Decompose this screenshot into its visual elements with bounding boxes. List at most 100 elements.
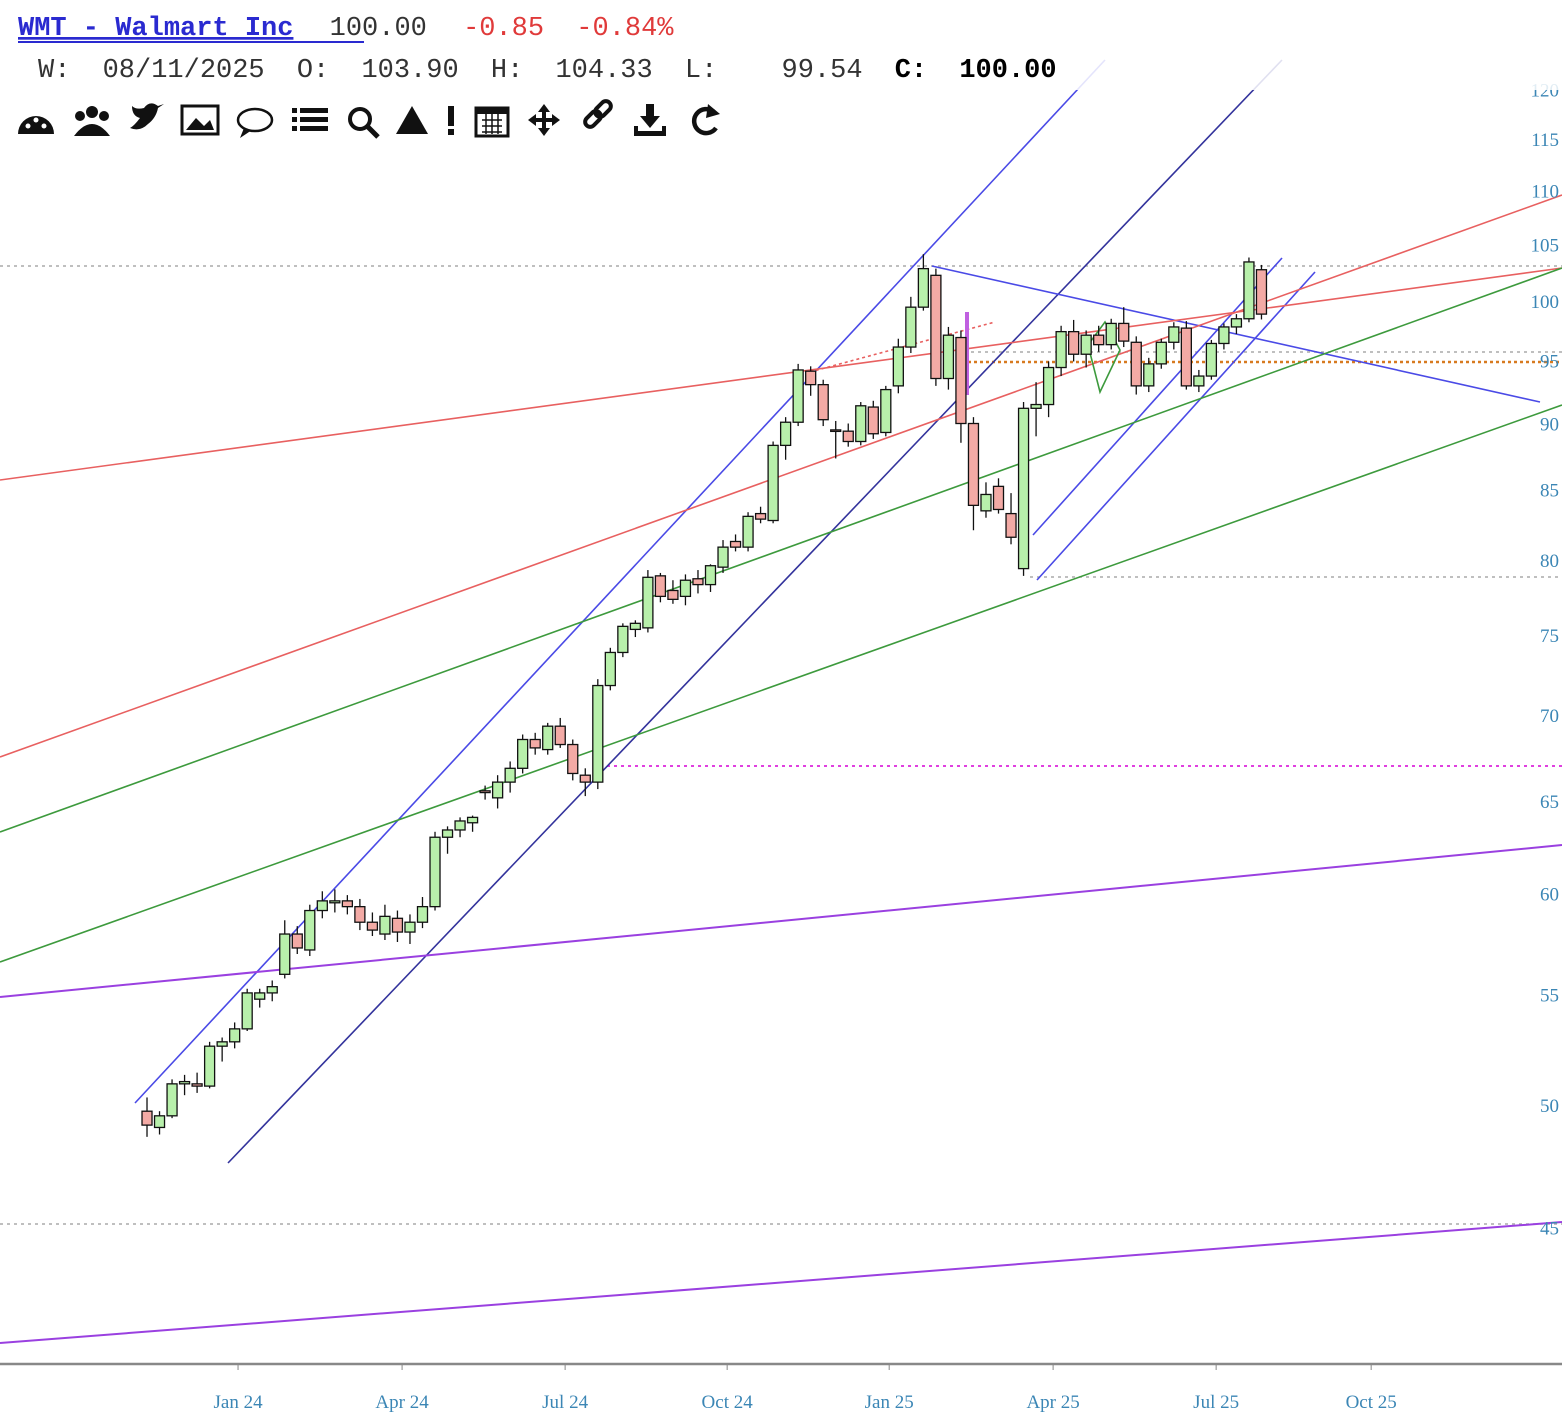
candle-body [592,684,604,783]
candle-body [842,430,854,443]
y-tick-label: 105 [1531,236,1560,257]
candle-body [779,421,792,447]
candle-body [517,738,529,769]
candle-body [316,900,328,912]
symbol-link[interactable]: WMT - Walmart Inc [18,14,293,44]
link-button[interactable] [583,99,613,129]
trend-line [0,1221,1562,1344]
low-label: L: [685,56,717,86]
candle-body [892,346,904,387]
candle-body [329,900,341,904]
candle-body [1193,375,1205,387]
candle-body [1030,403,1042,409]
bar-date: 08/11/2025 [103,56,265,86]
community-button[interactable] [74,106,110,136]
candle-body [379,915,391,935]
candle-body [366,921,379,931]
candle-body [166,1083,178,1117]
candle-body [992,485,1005,511]
candle-body [942,334,955,380]
candle-body [792,369,804,423]
y-tick-label: 100 [1531,292,1560,313]
image-button[interactable] [180,104,220,136]
channel-line [227,59,1283,1164]
candle-body [1168,326,1180,343]
candle-body [291,933,303,949]
candle-body [1155,341,1167,365]
y-tick-label: 60 [1540,885,1559,906]
pan-button[interactable] [528,104,560,136]
y-tick-label: 85 [1540,481,1559,502]
candle-body [254,992,266,1000]
x-tick-label: Jan 25 [865,1392,914,1413]
refresh-button[interactable] [692,104,720,136]
candle-body [141,1110,153,1126]
trend-line [809,321,996,373]
comment-button[interactable] [236,107,274,138]
dashboard-button[interactable] [18,116,54,134]
candle-body [629,622,642,631]
toolbar [18,99,720,139]
trendlines [0,59,1562,1366]
candle-body [754,512,767,520]
candle-body [216,1041,228,1047]
candle-body [1218,326,1230,345]
header-backdrop [0,0,1562,90]
x-tick-label: Jul 25 [1193,1392,1239,1413]
candle-body [1017,407,1030,570]
trend-line [0,404,1562,963]
candle-body [1143,363,1155,387]
close-value: 100.00 [959,56,1056,86]
candle-body [1230,318,1243,328]
x-tick-label: Jan 24 [214,1392,264,1413]
candle-body [805,370,817,386]
warning-button[interactable] [448,106,454,135]
last-price: 100.00 [330,14,427,44]
trend-line [0,267,1562,833]
y-tick-label: 65 [1540,792,1559,813]
download-button[interactable] [634,104,666,136]
candle-body [491,781,504,799]
trend-line [931,265,1541,403]
candle-body [1067,330,1080,355]
search-button[interactable] [348,107,380,139]
ohlc-line: W: 08/11/2025 O: 103.90 H: 104.33 L: 99.… [38,56,1057,86]
candle-body [354,905,366,923]
candle-body [1055,330,1067,369]
candle-body [880,388,892,434]
x-tick-label: Oct 25 [1346,1392,1397,1413]
candle-body [729,540,742,548]
open-label: O: [297,56,329,86]
candle-body [905,306,917,348]
candle-body [1005,512,1017,538]
candle-body [667,589,679,600]
candle-body [1205,342,1218,377]
candle-body [279,933,291,975]
candle-body [429,836,441,908]
candle-body [930,274,942,380]
candle-body [416,905,429,923]
y-tick-label: 75 [1540,626,1559,647]
calendar-button[interactable] [474,106,510,138]
list-button[interactable] [292,108,328,131]
candle-body [529,738,541,749]
candle-body [1243,261,1255,320]
twitter-button[interactable] [130,103,164,130]
y-tick-label: 55 [1540,986,1559,1007]
trend-line [0,194,1562,758]
candle-body [967,422,980,507]
candle-body [579,774,591,783]
candle-body [229,1028,241,1043]
candle-body [1180,327,1192,387]
candle-body [742,515,754,548]
trend-line [0,844,1562,998]
candle-body [404,921,416,933]
candle-body [203,1045,216,1087]
alert-button[interactable] [396,106,428,134]
open-value: 103.90 [361,56,458,86]
period-label: W: [38,56,70,86]
high-label: H: [491,56,523,86]
candle-body [717,546,729,568]
candle-body [153,1115,166,1129]
candle-body [767,444,779,522]
